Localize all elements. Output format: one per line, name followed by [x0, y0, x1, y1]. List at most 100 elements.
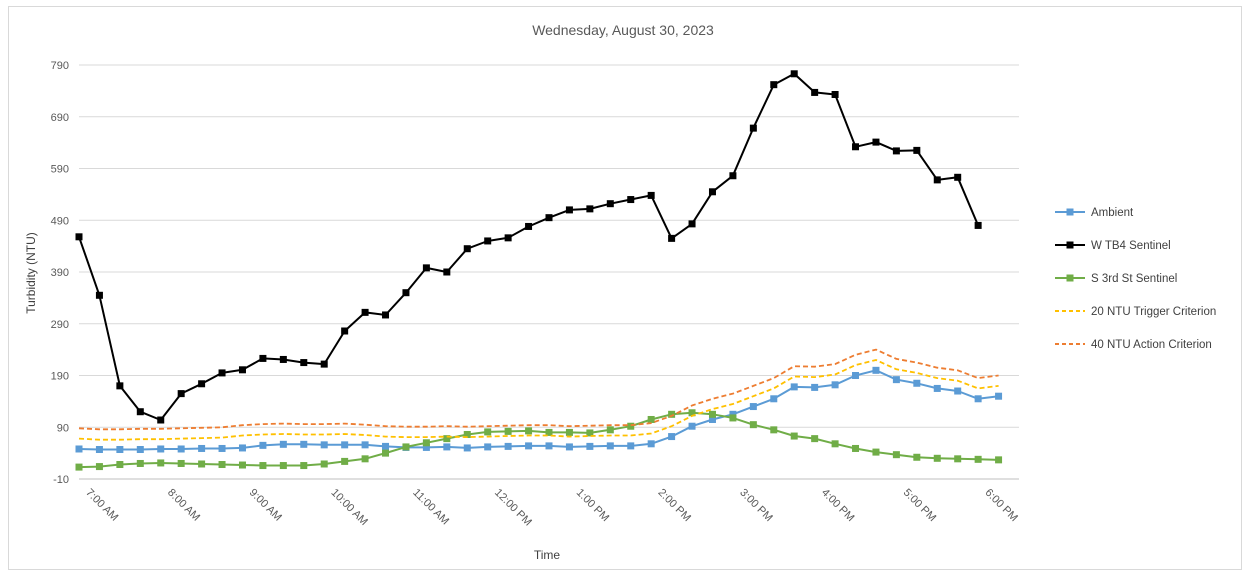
- data-point-s-3rd-st-sentinel: [668, 410, 676, 418]
- data-point-w-tb4-sentinel: [606, 200, 614, 208]
- data-point-w-tb4-sentinel: [545, 214, 553, 222]
- data-point-s-3rd-st-sentinel: [852, 444, 860, 452]
- data-point-s-3rd-st-sentinel: [811, 435, 819, 443]
- data-point-w-tb4-sentinel: [382, 311, 390, 319]
- data-point-w-tb4-sentinel: [443, 268, 451, 276]
- legend: Ambient W TB4 Sentinel S 3rd St Sentinel 20…: [1055, 207, 1216, 351]
- legend-label-s-3rd-st-sentinel: S 3rd St Sentinel: [1091, 273, 1177, 285]
- data-point-s-3rd-st-sentinel: [422, 439, 430, 447]
- x-tick-label: 6:00 PM: [982, 487, 1019, 524]
- data-point-ambient: [688, 422, 696, 430]
- data-point-w-tb4-sentinel: [913, 146, 921, 154]
- x-tick-label: 8:00 AM: [165, 487, 202, 524]
- data-point-s-3rd-st-sentinel: [157, 459, 165, 467]
- y-axis-ticks: -10 90 190 290 390 490 590 690 790: [51, 60, 69, 486]
- data-point-s-3rd-st-sentinel: [770, 426, 778, 434]
- data-point-ambient: [238, 444, 246, 452]
- data-point-w-tb4-sentinel: [177, 390, 185, 398]
- data-point-w-tb4-sentinel: [688, 220, 696, 228]
- data-point-ambient: [279, 440, 287, 448]
- data-point-w-tb4-sentinel: [422, 264, 430, 272]
- data-point-s-3rd-st-sentinel: [341, 457, 349, 465]
- data-point-w-tb4-sentinel: [933, 176, 941, 184]
- data-point-s-3rd-st-sentinel: [361, 455, 369, 463]
- data-point-ambient: [484, 443, 492, 451]
- legend-label-20-ntu-trigger-criterion: 20 NTU Trigger Criterion: [1091, 306, 1216, 318]
- x-tick-label: 11:00 AM: [410, 487, 451, 528]
- data-point-s-3rd-st-sentinel: [279, 462, 287, 470]
- data-point-w-tb4-sentinel: [974, 221, 982, 229]
- data-point-ambient: [852, 372, 860, 379]
- data-point-s-3rd-st-sentinel: [831, 440, 839, 448]
- data-point-ambient: [565, 443, 573, 451]
- y-tick-label: 490: [51, 215, 69, 227]
- data-point-w-tb4-sentinel: [463, 245, 471, 253]
- data-point-s-3rd-st-sentinel: [177, 459, 185, 467]
- data-point-s-3rd-st-sentinel: [75, 463, 83, 471]
- data-point-ambient: [198, 444, 206, 452]
- data-point-s-3rd-st-sentinel: [259, 462, 267, 470]
- data-point-s-3rd-st-sentinel: [300, 462, 308, 470]
- data-point-s-3rd-st-sentinel: [565, 428, 573, 436]
- data-point-s-3rd-st-sentinel: [790, 432, 798, 440]
- data-point-w-tb4-sentinel: [627, 196, 635, 204]
- x-axis-ticks: 7:00 AM 8:00 AM 9:00 AM 10:00 AM 11:00 AM 12:…: [83, 487, 1020, 529]
- data-point-ambient: [749, 403, 757, 411]
- data-point-s-3rd-st-sentinel: [238, 461, 246, 469]
- data-point-w-tb4-sentinel: [341, 327, 349, 335]
- data-point-ambient: [790, 383, 798, 391]
- x-tick-label: 2:00 PM: [655, 487, 692, 524]
- chart-frame: Wednesday, August 30, 2023 -10 90 190 290 39…: [8, 6, 1242, 570]
- data-point-ambient: [995, 392, 1003, 400]
- data-point-w-tb4-sentinel: [586, 205, 594, 213]
- series-lines: [75, 70, 1003, 471]
- data-point-ambient: [157, 445, 165, 453]
- legend-label-40-ntu-action-criterion: 40 NTU Action Criterion: [1091, 339, 1212, 351]
- data-point-ambient: [259, 441, 267, 449]
- data-point-ambient: [525, 442, 533, 450]
- data-point-ambient: [586, 442, 594, 450]
- data-point-ambient: [729, 410, 737, 418]
- x-tick-label: 12:00 PM: [492, 487, 534, 529]
- data-point-s-3rd-st-sentinel: [198, 460, 206, 468]
- data-point-s-3rd-st-sentinel: [504, 427, 512, 435]
- data-point-s-3rd-st-sentinel: [995, 456, 1003, 464]
- data-point-ambient: [770, 395, 778, 403]
- data-point-s-3rd-st-sentinel: [463, 430, 471, 438]
- data-point-ambient: [627, 442, 635, 450]
- data-point-w-tb4-sentinel: [198, 380, 206, 388]
- data-point-s-3rd-st-sentinel: [627, 422, 635, 430]
- data-point-w-tb4-sentinel: [238, 366, 246, 374]
- data-point-w-tb4-sentinel: [647, 191, 655, 199]
- data-point-s-3rd-st-sentinel: [218, 461, 226, 469]
- series-line-40-ntu-action-criterion: [78, 348, 999, 431]
- y-tick-label: 590: [51, 164, 69, 176]
- data-point-s-3rd-st-sentinel: [606, 426, 614, 434]
- y-tick-label: 390: [51, 267, 69, 279]
- data-point-s-3rd-st-sentinel: [729, 414, 737, 422]
- data-point-w-tb4-sentinel: [361, 308, 369, 316]
- data-point-ambient: [177, 445, 185, 453]
- data-point-w-tb4-sentinel: [136, 408, 144, 416]
- data-point-w-tb4-sentinel: [279, 355, 287, 363]
- data-point-w-tb4-sentinel: [749, 124, 757, 132]
- legend-label-w-tb4-sentinel: W TB4 Sentinel: [1091, 240, 1171, 252]
- data-point-w-tb4-sentinel: [116, 382, 124, 390]
- data-point-s-3rd-st-sentinel: [892, 451, 900, 459]
- data-point-ambient: [954, 387, 962, 395]
- data-point-ambient: [668, 433, 676, 441]
- gridlines: [79, 64, 1019, 480]
- x-axis-label: Time: [534, 548, 561, 562]
- y-tick-label: 290: [51, 319, 69, 331]
- series-line-w-tb4-sentinel: [78, 72, 980, 421]
- x-tick-label: 3:00 PM: [737, 487, 774, 524]
- data-point-w-tb4-sentinel: [320, 360, 328, 368]
- data-point-ambient: [341, 441, 349, 449]
- legend-marker-s-3rd-st-sentinel: [1066, 274, 1074, 282]
- x-tick-label: 9:00 AM: [247, 487, 284, 524]
- data-point-w-tb4-sentinel: [729, 172, 737, 180]
- data-point-s-3rd-st-sentinel: [647, 415, 655, 423]
- data-point-s-3rd-st-sentinel: [933, 454, 941, 462]
- legend-marker-w-tb4-sentinel: [1066, 241, 1074, 249]
- data-point-ambient: [218, 444, 226, 452]
